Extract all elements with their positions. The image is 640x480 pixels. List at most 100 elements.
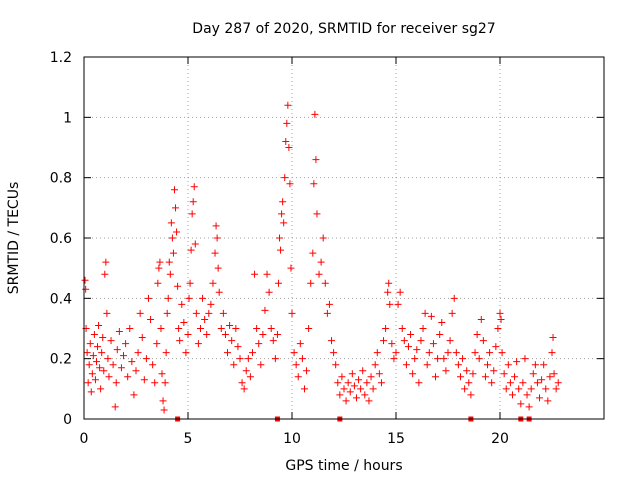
data-point <box>504 361 512 369</box>
y-tick-label: 0 <box>63 412 72 428</box>
data-point <box>448 309 456 317</box>
data-point <box>515 385 523 393</box>
data-point <box>285 144 293 151</box>
y-tick-label: 1.2 <box>50 50 72 66</box>
data-point <box>429 340 437 348</box>
data-point <box>273 331 281 339</box>
data-point <box>463 367 471 375</box>
data-point <box>134 349 142 357</box>
data-point <box>392 349 400 357</box>
data-point <box>531 361 539 369</box>
data-point <box>136 309 144 317</box>
data-point <box>158 370 166 378</box>
data-point <box>506 379 514 387</box>
data-point <box>283 119 291 127</box>
data-point <box>173 228 181 236</box>
data-point <box>162 349 170 357</box>
data-point <box>548 349 556 357</box>
data-point <box>90 331 98 339</box>
data-point <box>274 279 282 287</box>
data-point <box>169 249 177 257</box>
data-point <box>84 379 92 387</box>
x-tick-label: 10 <box>283 431 301 447</box>
data-point <box>167 219 175 227</box>
data-point <box>315 270 323 278</box>
data-point <box>540 361 548 369</box>
data-point <box>415 379 423 387</box>
data-point <box>488 379 496 387</box>
data-point <box>394 300 402 308</box>
data-point <box>479 337 487 345</box>
data-point <box>355 376 363 384</box>
data-point <box>502 385 510 393</box>
data-point <box>217 325 225 332</box>
data-point <box>294 373 302 381</box>
data-point <box>221 331 229 339</box>
data-point <box>544 397 552 405</box>
data-point <box>189 198 197 206</box>
data-point <box>309 249 317 257</box>
data-point <box>486 349 494 357</box>
data-point <box>350 382 358 390</box>
data-point <box>82 285 90 293</box>
data-point <box>465 379 473 387</box>
data-point <box>269 337 277 345</box>
data-point <box>117 364 125 372</box>
data-point <box>153 340 161 348</box>
data-point <box>282 137 290 145</box>
data-point <box>159 397 167 405</box>
x-tick-label: 15 <box>387 431 405 447</box>
data-point <box>400 337 408 345</box>
data-point <box>196 325 204 332</box>
data-point <box>467 391 475 399</box>
data-point <box>178 300 186 308</box>
data-points <box>81 101 562 414</box>
data-point <box>529 370 537 378</box>
data-point <box>279 198 287 206</box>
data-point <box>388 340 396 348</box>
data-point <box>346 388 354 396</box>
data-point <box>549 334 557 342</box>
data-point <box>511 373 519 381</box>
data-point <box>276 234 284 242</box>
data-point <box>211 249 219 257</box>
data-point <box>338 373 346 381</box>
data-point <box>81 276 89 284</box>
data-point <box>180 318 188 326</box>
data-point <box>261 306 269 314</box>
data-point <box>459 355 467 363</box>
data-point <box>344 379 352 387</box>
data-point <box>423 361 431 369</box>
data-point <box>286 180 294 188</box>
data-point <box>546 373 554 381</box>
data-point <box>371 361 379 369</box>
data-point <box>494 325 502 332</box>
data-point <box>521 355 529 363</box>
data-point <box>271 355 279 363</box>
data-point <box>155 264 163 272</box>
data-point <box>97 385 105 393</box>
data-point <box>267 325 275 332</box>
data-point <box>484 361 492 369</box>
data-point <box>456 373 464 381</box>
data-point <box>496 309 504 317</box>
data-point <box>157 325 165 332</box>
data-point <box>552 385 560 393</box>
data-point <box>533 379 541 387</box>
data-point <box>550 370 558 378</box>
data-point <box>88 370 96 378</box>
data-point <box>288 309 296 317</box>
data-point <box>112 379 120 387</box>
data-point <box>199 294 207 302</box>
data-point <box>542 385 550 393</box>
data-point <box>228 337 236 345</box>
data-point <box>154 279 162 287</box>
data-point <box>96 364 104 372</box>
data-point <box>313 210 321 218</box>
data-point <box>454 361 462 369</box>
y-tick-labels: 0 0.2 0.4 0.6 0.8 1 1.2 <box>50 50 72 428</box>
data-point <box>525 403 533 411</box>
data-point <box>144 294 152 302</box>
data-point <box>214 264 222 272</box>
data-point <box>527 385 535 393</box>
